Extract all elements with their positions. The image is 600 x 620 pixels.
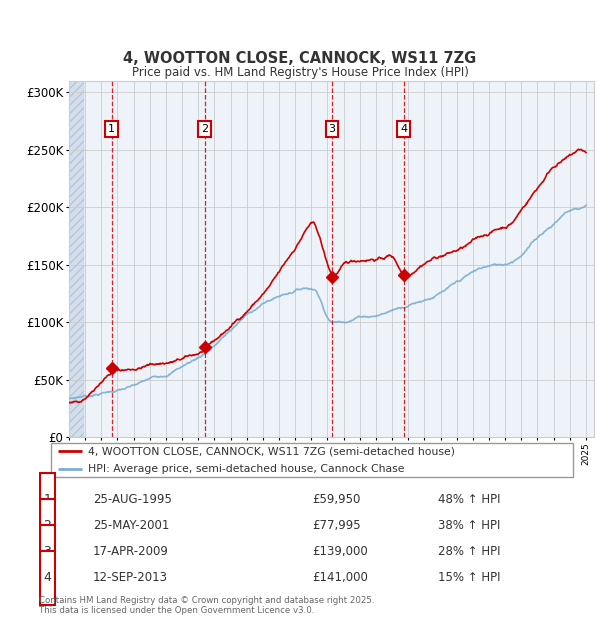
Text: £139,000: £139,000 [312, 546, 368, 558]
Text: 2: 2 [201, 124, 208, 134]
Text: 15% ↑ HPI: 15% ↑ HPI [438, 572, 500, 584]
Bar [112, 81, 205, 437]
Bar [69, 81, 85, 437]
Text: £141,000: £141,000 [312, 572, 368, 584]
Text: 17-APR-2009: 17-APR-2009 [93, 546, 169, 558]
FancyBboxPatch shape [40, 525, 55, 578]
Text: 25-MAY-2001: 25-MAY-2001 [93, 520, 169, 532]
Text: 12-SEP-2013: 12-SEP-2013 [93, 572, 168, 584]
Bar [332, 81, 404, 437]
FancyBboxPatch shape [40, 551, 55, 604]
Text: 4, WOOTTON CLOSE, CANNOCK, WS11 7ZG (semi-detached house): 4, WOOTTON CLOSE, CANNOCK, WS11 7ZG (sem… [88, 446, 455, 456]
Text: 25-AUG-1995: 25-AUG-1995 [93, 494, 172, 506]
Bar [205, 81, 332, 437]
Text: Contains HM Land Registry data © Crown copyright and database right 2025.
This d: Contains HM Land Registry data © Crown c… [39, 596, 374, 615]
Text: 4, WOOTTON CLOSE, CANNOCK, WS11 7ZG: 4, WOOTTON CLOSE, CANNOCK, WS11 7ZG [124, 51, 476, 66]
Text: 3: 3 [329, 124, 335, 134]
Bar [69, 81, 112, 437]
Text: 48% ↑ HPI: 48% ↑ HPI [438, 494, 500, 506]
Text: 1: 1 [43, 494, 52, 506]
Text: 4: 4 [400, 124, 407, 134]
Text: 4: 4 [43, 572, 52, 584]
Bar [404, 81, 594, 437]
Text: £59,950: £59,950 [312, 494, 361, 506]
Text: 2: 2 [43, 520, 52, 532]
Text: 28% ↑ HPI: 28% ↑ HPI [438, 546, 500, 558]
Text: HPI: Average price, semi-detached house, Cannock Chase: HPI: Average price, semi-detached house,… [88, 464, 404, 474]
FancyBboxPatch shape [50, 443, 574, 477]
Text: 3: 3 [43, 546, 52, 558]
Text: 1: 1 [108, 124, 115, 134]
Text: Price paid vs. HM Land Registry's House Price Index (HPI): Price paid vs. HM Land Registry's House … [131, 66, 469, 79]
Bar [69, 81, 85, 437]
Text: 38% ↑ HPI: 38% ↑ HPI [438, 520, 500, 532]
FancyBboxPatch shape [40, 499, 55, 552]
Text: £77,995: £77,995 [312, 520, 361, 532]
FancyBboxPatch shape [40, 473, 55, 526]
